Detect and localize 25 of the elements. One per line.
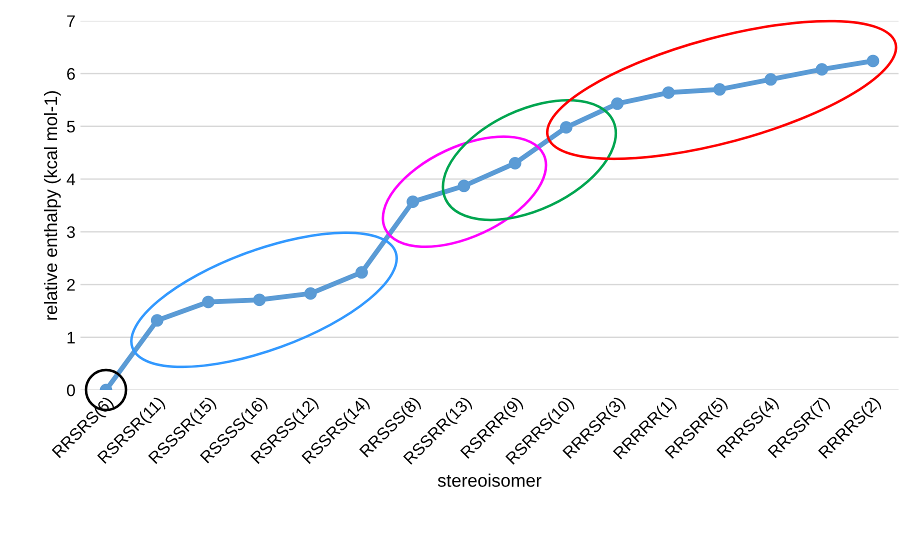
point (560, 121, 572, 134)
y-tick-label: 5 (66, 120, 75, 133)
y-tick-label: 6 (67, 68, 75, 80)
y-tick-label: 3 (66, 226, 75, 238)
y-axis-title: relative enthalpy (kcal mol-1) (44, 91, 61, 320)
point (304, 287, 317, 300)
point (508, 157, 522, 170)
y-tick-label: 0 (66, 384, 75, 396)
y-tick-label: 7 (67, 15, 75, 27)
point (202, 296, 215, 308)
point (458, 180, 470, 192)
point (150, 314, 164, 327)
y-tick-label: 4 (66, 174, 76, 186)
x-axis-title: stereoisomer (438, 474, 542, 487)
y-tick-label: 2 (67, 278, 75, 291)
point (713, 83, 726, 96)
point (662, 86, 675, 99)
point (611, 97, 624, 110)
point (253, 294, 266, 306)
point (816, 63, 828, 76)
point (355, 266, 368, 279)
y-tick-label: 1 (68, 332, 75, 344)
point (406, 196, 420, 208)
point (764, 73, 777, 86)
point (866, 54, 880, 68)
